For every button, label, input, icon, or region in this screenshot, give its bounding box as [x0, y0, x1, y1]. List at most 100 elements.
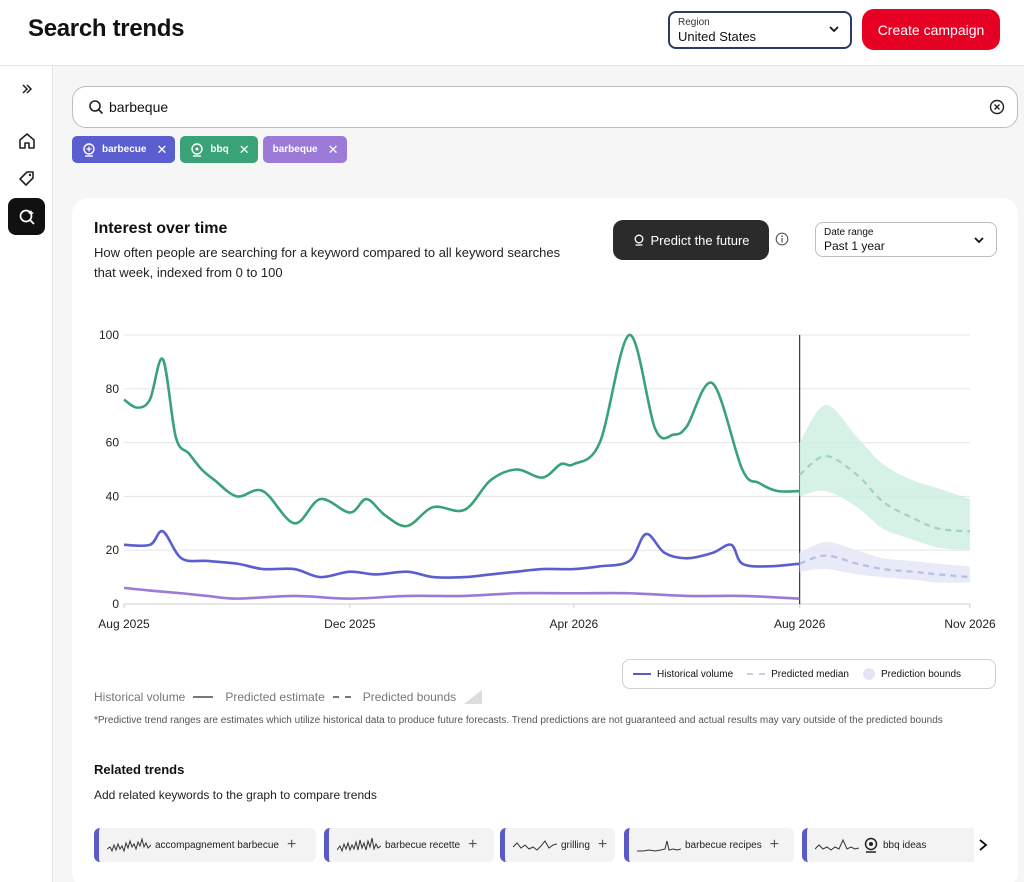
sidebar-item-trends[interactable] — [8, 198, 45, 235]
key-estimate-label: Predicted estimate — [225, 690, 325, 704]
related-trend-label: bbq ideas — [883, 839, 927, 851]
x-tick-label: Aug 2026 — [774, 617, 826, 631]
chart-key: Historical volume Predicted estimate Pre… — [94, 690, 483, 704]
x-tick-label: Aug 2025 — [98, 617, 150, 631]
add-trend-icon[interactable]: + — [597, 836, 608, 853]
home-icon — [18, 132, 35, 149]
sparkline-icon — [337, 837, 381, 853]
keyword-chips: barbecue ✕ bbq ✕ barbeque ✕ — [72, 136, 347, 163]
legend-median: Predicted median — [747, 669, 849, 680]
chevrons-right-icon — [21, 83, 32, 94]
sidebar-item-tags[interactable] — [8, 160, 45, 197]
page-title: Search trends — [28, 15, 185, 42]
keyword-chip-label: barbecue — [102, 144, 147, 155]
series-line-barbeque — [123, 586, 800, 600]
chevron-down-icon — [829, 26, 839, 33]
legend-historical: Historical volume — [633, 669, 733, 680]
related-trends-list: accompagnement barbecue + barbecue recet… — [94, 828, 974, 862]
prediction-band-barbecue — [799, 542, 970, 583]
search-icon — [89, 100, 104, 115]
y-tick-label: 20 — [106, 543, 120, 557]
region-label: Region — [678, 17, 710, 28]
info-icon[interactable] — [775, 232, 789, 246]
prediction-median-bbq — [798, 454, 971, 533]
related-trend-card[interactable]: grilling + — [500, 828, 615, 862]
trend-badge-icon — [864, 837, 878, 853]
legend-dash-swatch — [747, 673, 766, 675]
key-bounds-swatch — [464, 690, 483, 704]
trend-badge-icon — [83, 142, 95, 157]
create-campaign-button[interactable]: Create campaign — [862, 9, 1000, 50]
region-value: United States — [678, 29, 757, 44]
keyword-chip[interactable]: barbeque ✕ — [262, 136, 347, 163]
prediction-band-bbq — [799, 404, 970, 551]
interest-chart: 0 20 40 60 80 100 Aug 2025 Dec 2025 Apr 2026 Aug … — [98, 328, 996, 631]
date-range-label: Date range — [824, 227, 874, 238]
related-trends-title: Related trends — [94, 762, 185, 777]
predict-future-label: Predict the future — [650, 232, 750, 248]
sparkline-icon — [637, 840, 681, 852]
series-line-bbq — [123, 333, 800, 528]
sidebar — [0, 66, 53, 882]
key-line-swatch — [193, 696, 214, 698]
y-tick-label: 0 — [112, 597, 119, 611]
y-tick-label: 100 — [99, 328, 119, 342]
card-title: Interest over time — [94, 220, 228, 237]
sparkline-icon — [815, 838, 859, 851]
clear-search-icon[interactable] — [989, 99, 1005, 115]
add-trend-icon[interactable]: + — [769, 836, 780, 853]
legend-bounds-label: Prediction bounds — [880, 668, 962, 680]
predict-future-button[interactable]: Predict the future — [613, 220, 769, 260]
legend-median-label: Predicted median — [771, 668, 849, 680]
prediction-median-barbecue — [799, 554, 971, 579]
sparkline-icon — [107, 837, 151, 853]
tag-sparkle-icon — [18, 170, 34, 186]
add-trend-icon[interactable]: + — [468, 836, 478, 853]
related-trends-subtitle: Add related keywords to the graph to com… — [94, 788, 377, 802]
related-trend-label: barbecue recette — [385, 839, 461, 851]
keyword-chip[interactable]: bbq ✕ — [180, 136, 258, 163]
chevron-right-icon[interactable] — [976, 838, 990, 852]
search-input[interactable] — [109, 96, 969, 118]
key-historical-label: Historical volume — [94, 690, 186, 704]
related-trend-label: grilling — [561, 839, 590, 851]
legend-band-swatch — [862, 668, 875, 680]
trend-badge-icon — [191, 142, 204, 157]
related-trend-card[interactable]: bbq ideas — [802, 828, 974, 862]
keyword-search-bar — [72, 86, 1018, 128]
related-trend-card[interactable]: accompagnement barbecue + — [94, 828, 316, 862]
top-bar: Search trends Region United States Creat… — [0, 0, 1024, 66]
remove-chip-icon[interactable]: ✕ — [238, 141, 250, 157]
disclaimer: *Predictive trend ranges are estimates w… — [94, 715, 943, 726]
related-trend-card[interactable]: barbecue recipes + — [624, 828, 794, 862]
remove-chip-icon[interactable]: ✕ — [327, 141, 339, 157]
interest-over-time-card: Interest over time How often people are … — [72, 198, 1018, 882]
add-trend-icon[interactable]: + — [286, 836, 297, 853]
sparkline-icon — [513, 840, 557, 851]
x-tick-label: Dec 2025 — [324, 617, 376, 631]
series-line-barbecue — [123, 529, 800, 579]
key-bounds-label: Predicted bounds — [362, 690, 457, 704]
sidebar-expand-button[interactable] — [8, 70, 45, 107]
card-subtitle: How often people are searching for a key… — [94, 245, 561, 280]
region-select[interactable]: Region United States — [668, 11, 852, 49]
sidebar-item-home[interactable] — [8, 122, 45, 159]
remove-chip-icon[interactable]: ✕ — [156, 141, 168, 157]
y-tick-label: 40 — [106, 489, 120, 503]
key-dash-swatch — [332, 696, 351, 698]
related-trend-label: accompagnement barbecue — [155, 839, 279, 851]
chevron-down-icon — [974, 237, 984, 244]
keyword-chip[interactable]: barbecue ✕ — [72, 136, 176, 163]
related-trend-card[interactable]: barbecue recette + — [324, 828, 494, 862]
legend-line-swatch — [633, 673, 651, 675]
date-range-select[interactable]: Date range Past 1 year — [815, 222, 997, 257]
crystal-ball-icon — [634, 234, 643, 246]
trends-search-icon — [19, 209, 35, 225]
x-tick-label: Nov 2026 — [944, 617, 996, 631]
legend-historical-label: Historical volume — [657, 668, 734, 680]
keyword-chip-label: bbq — [210, 144, 229, 155]
y-tick-label: 80 — [106, 382, 120, 396]
keyword-chip-label: barbeque — [272, 144, 318, 155]
x-tick-label: Apr 2026 — [549, 617, 598, 631]
legend-bounds: Prediction bounds — [862, 668, 962, 680]
